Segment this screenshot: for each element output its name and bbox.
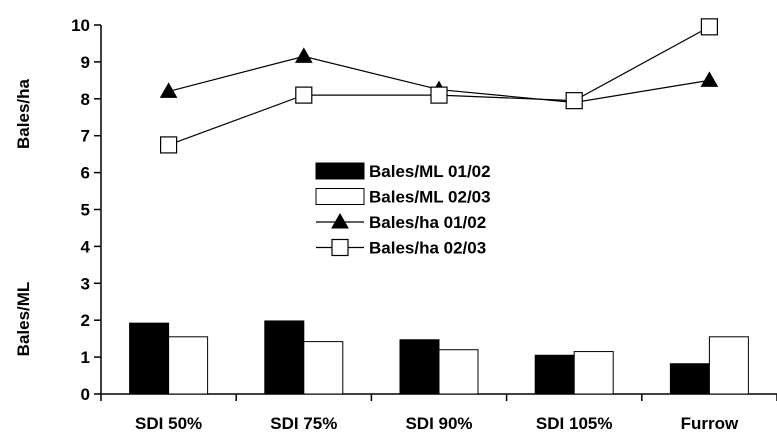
triangle-marker: [700, 71, 719, 87]
legend-label: Bales/ML 01/02: [369, 162, 491, 181]
bar: [669, 363, 710, 395]
y-tick-label: 2: [81, 311, 90, 330]
legend-label: Bales/ha 01/02: [369, 213, 486, 232]
y-axis: 0 1 2 3 4 5 6 7 8 9 10: [71, 16, 102, 404]
bars: [129, 320, 749, 395]
bar: [573, 351, 614, 395]
square-marker: [331, 238, 349, 257]
square-marker: [160, 136, 178, 154]
legend-label: Bales/ML 02/03: [369, 188, 491, 207]
y-tick-label: 9: [81, 53, 90, 72]
bar: [303, 341, 344, 395]
bar: [129, 322, 170, 395]
legend-swatch: [315, 188, 365, 205]
square-marker: [430, 86, 448, 104]
y-tick-label: 3: [81, 274, 90, 293]
bar: [534, 354, 575, 395]
legend-swatch: [315, 162, 365, 180]
legend-label: Bales/ha 02/03: [369, 239, 486, 258]
x-tick-label: SDI 105%: [536, 414, 613, 433]
x-axis: SDI 50% SDI 75% SDI 90% SDI 105% Furrow: [100, 393, 777, 433]
y-axis-title-upper: Bales/ha: [14, 78, 33, 148]
y-tick-label: 10: [71, 16, 90, 35]
y-tick-label: 6: [81, 164, 90, 183]
triangle-marker: [294, 47, 313, 63]
triangle-marker: [159, 82, 178, 98]
bar: [708, 336, 749, 395]
triangle-marker: [331, 212, 349, 229]
bar: [438, 349, 479, 395]
x-tick-label: SDI 50%: [135, 414, 202, 433]
legend: Bales/ML 01/02 Bales/ML 02/03 Bales/ha 01/…: [315, 162, 491, 258]
lines: [159, 18, 719, 154]
square-marker: [700, 18, 719, 36]
y-tick-label: 4: [81, 237, 91, 256]
y-axis-title-lower: Bales/ML: [14, 282, 33, 357]
y-ticks: 0 1 2 3 4 5 6 7 8 9 10: [71, 16, 101, 404]
y-tick-label: 1: [81, 348, 90, 367]
bar: [264, 320, 305, 395]
y-tick-label: 7: [81, 127, 90, 146]
square-marker: [295, 86, 313, 104]
y-tick-label: 5: [81, 201, 90, 220]
y-tick-label: 0: [81, 385, 90, 404]
x-tick-label: SDI 90%: [405, 414, 472, 433]
x-tick-label: SDI 75%: [270, 414, 337, 433]
x-ticks: SDI 50% SDI 75% SDI 90% SDI 105% Furrow: [100, 394, 777, 433]
y-tick-label: 8: [81, 90, 90, 109]
bar: [399, 339, 440, 395]
square-marker: [565, 92, 583, 110]
bar: [168, 336, 209, 395]
x-tick-label: Furrow: [681, 414, 739, 433]
